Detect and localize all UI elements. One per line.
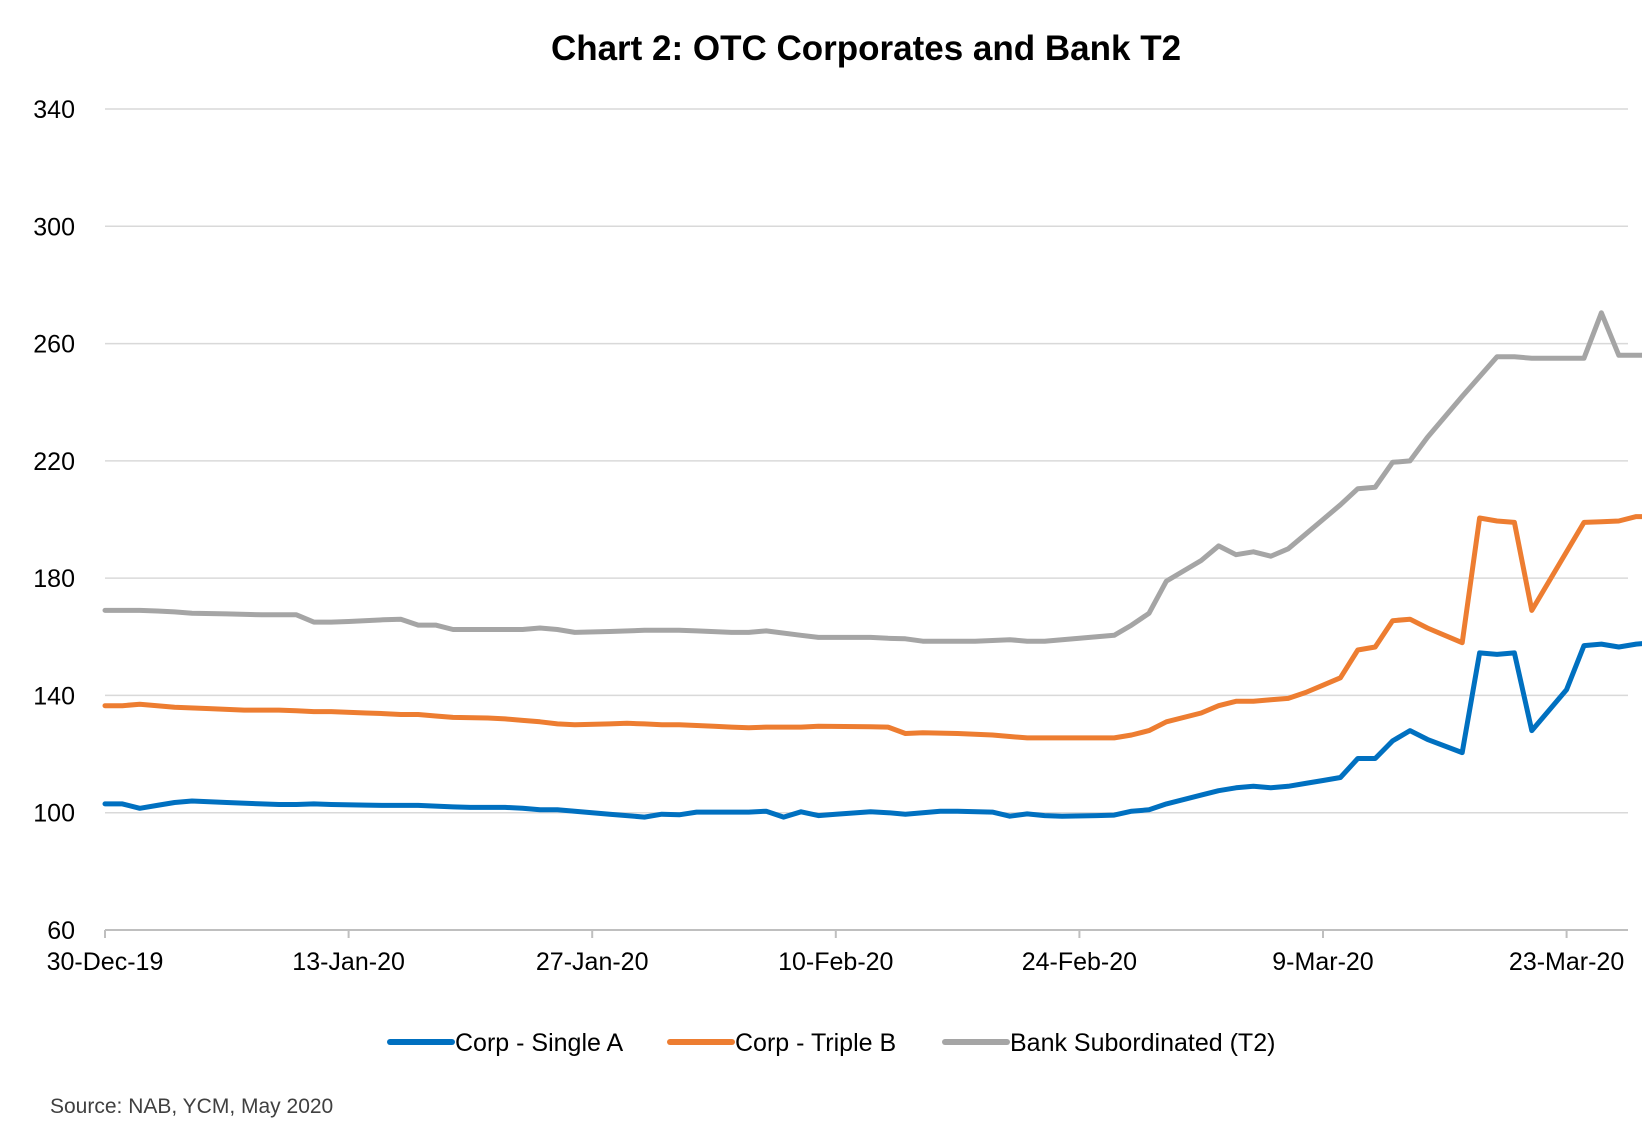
axes: 60 100 140 180 220 260 300 340 30-Dec-19 13-Jan-2… [33,96,1628,976]
y-tick-label: 60 [47,917,75,945]
source-note: Source: NAB, YCM, May 2020 [50,1095,333,1118]
legend-item-corp-triple-b: Corp - Triple B [667,1029,896,1057]
legend-label: Corp - Single A [455,1029,623,1057]
gridlines [105,108,1628,814]
y-tick-label: 260 [33,331,75,359]
legend-label: Corp - Triple B [735,1029,896,1057]
legend-item-bank-subordinated-t2: Bank Subordinated (T2) [942,1029,1275,1057]
y-tick-label: 300 [33,213,75,241]
series-lines [102,310,1642,820]
y-tick-label: 340 [33,96,75,124]
x-tick-label: 10-Feb-20 [778,948,893,976]
x-tick-label: 9-Mar-20 [1272,948,1373,976]
x-tick-label: 27-Jan-20 [536,948,649,976]
y-tick-label: 100 [33,800,75,828]
x-tick-label: 30-Dec-19 [47,948,164,976]
x-tick-label: 24-Feb-20 [1022,948,1137,976]
y-tick-label: 220 [33,448,75,476]
chart-title: Chart 2: OTC Corporates and Bank T2 [551,29,1181,68]
x-tick-label: 13-Jan-20 [292,948,405,976]
y-tick-label: 180 [33,565,75,593]
series-line-corp-single-a [102,641,1642,820]
x-tick-label: 23-Mar-20 [1509,948,1624,976]
series-line-bank-subordinated-t2 [102,310,1642,644]
legend-label: Bank Subordinated (T2) [1010,1029,1275,1057]
series-line-corp-triple-b [102,514,1642,741]
y-tick-label: 140 [33,682,75,710]
legend-item-corp-single-a: Corp - Single A [387,1029,623,1057]
legend: Corp - Single A Corp - Triple B Bank Subor… [387,1029,1275,1057]
